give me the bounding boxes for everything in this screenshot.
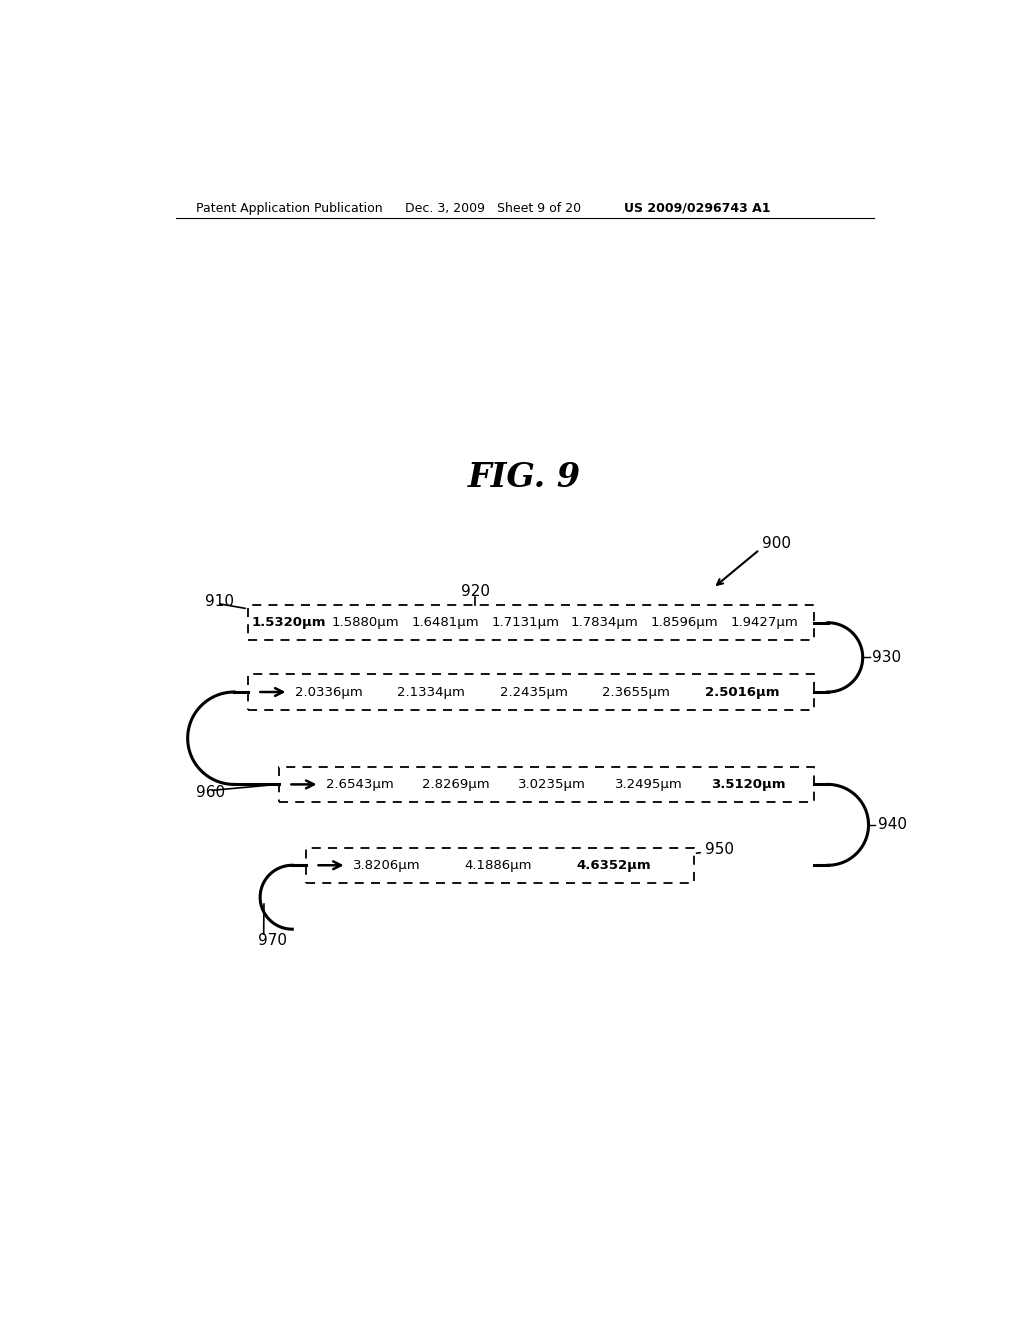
Text: 1.6481μm: 1.6481μm	[412, 616, 479, 630]
Text: 1.5880μm: 1.5880μm	[332, 616, 399, 630]
Text: 3.0235μm: 3.0235μm	[518, 777, 587, 791]
Text: 950: 950	[706, 842, 734, 858]
Text: 3.2495μm: 3.2495μm	[614, 777, 683, 791]
Text: 3.5120μm: 3.5120μm	[712, 777, 785, 791]
Text: 2.2435μm: 2.2435μm	[500, 685, 567, 698]
Text: 970: 970	[258, 933, 287, 948]
Text: 1.5320μm: 1.5320μm	[252, 616, 327, 630]
Text: 940: 940	[878, 817, 907, 833]
Text: 960: 960	[197, 784, 225, 800]
Text: 2.3655μm: 2.3655μm	[602, 685, 671, 698]
Text: 2.8269μm: 2.8269μm	[422, 777, 489, 791]
Text: 910: 910	[206, 594, 234, 609]
Text: 900: 900	[762, 536, 791, 550]
Text: 1.9427μm: 1.9427μm	[730, 616, 798, 630]
Text: Patent Application Publication: Patent Application Publication	[197, 202, 383, 215]
Text: 1.7834μm: 1.7834μm	[570, 616, 639, 630]
Text: 3.8206μm: 3.8206μm	[352, 859, 421, 871]
Text: FIG. 9: FIG. 9	[468, 462, 582, 495]
Text: 2.0336μm: 2.0336μm	[295, 685, 362, 698]
Text: 2.6543μm: 2.6543μm	[326, 777, 393, 791]
Text: US 2009/0296743 A1: US 2009/0296743 A1	[624, 202, 770, 215]
Text: 920: 920	[461, 583, 489, 599]
Text: 2.1334μm: 2.1334μm	[397, 685, 465, 698]
Text: 1.8596μm: 1.8596μm	[650, 616, 718, 630]
Text: 4.1886μm: 4.1886μm	[464, 859, 531, 871]
Text: Dec. 3, 2009   Sheet 9 of 20: Dec. 3, 2009 Sheet 9 of 20	[406, 202, 582, 215]
Text: 1.7131μm: 1.7131μm	[492, 616, 559, 630]
Text: 930: 930	[872, 649, 901, 665]
Text: 2.5016μm: 2.5016μm	[706, 685, 779, 698]
Text: 4.6352μm: 4.6352μm	[575, 859, 650, 871]
